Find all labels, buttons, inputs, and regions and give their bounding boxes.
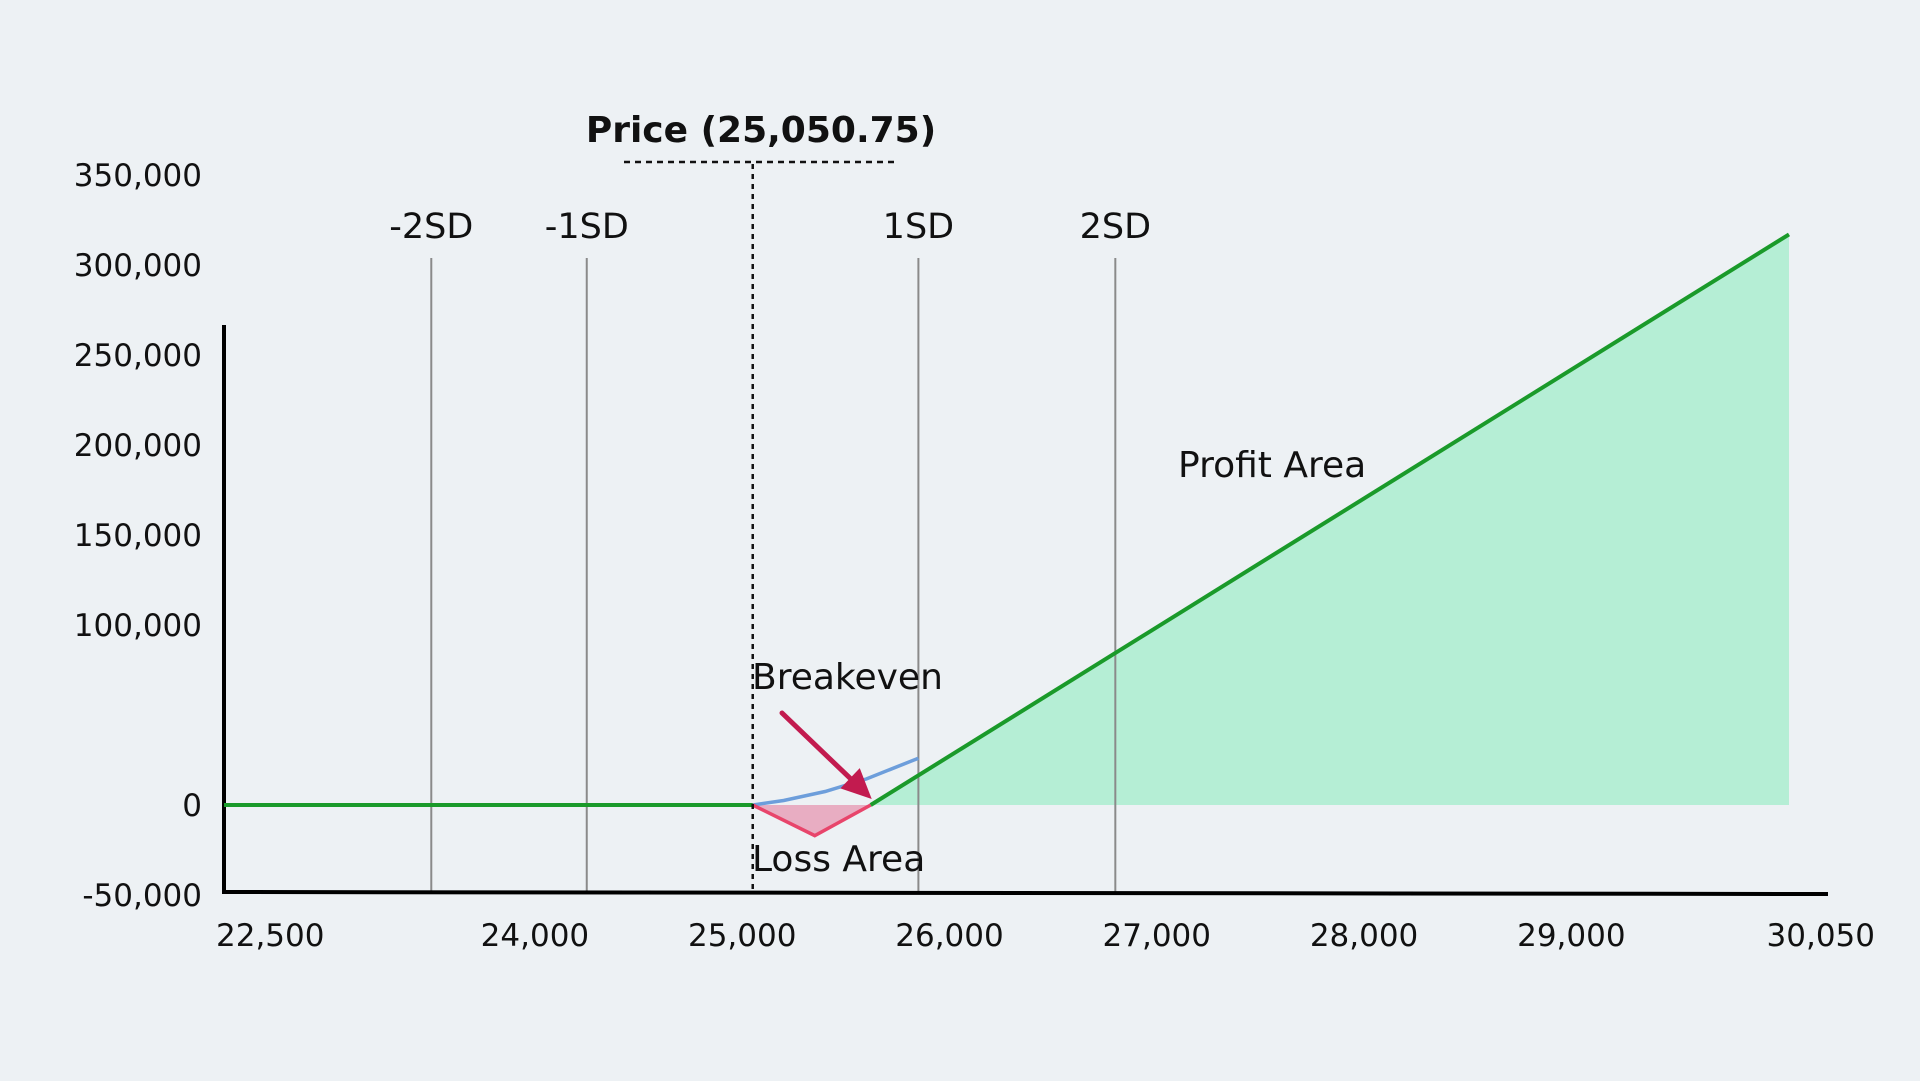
profit-area-label: Profit Area bbox=[1178, 445, 1366, 486]
x-tick-label: 27,000 bbox=[1103, 918, 1211, 954]
y-tick-label: 350,000 bbox=[74, 158, 202, 194]
x-tick-label: 25,000 bbox=[688, 918, 796, 954]
x-tick-label: 24,000 bbox=[481, 918, 589, 954]
breakeven-label: Breakeven bbox=[752, 657, 943, 698]
sd-label-2sd: 2SD bbox=[1080, 207, 1151, 247]
sd-label--2sd: -2SD bbox=[389, 207, 473, 247]
x-tick-label: 28,000 bbox=[1310, 918, 1418, 954]
loss-area-label: Loss Area bbox=[752, 839, 925, 880]
annotations: Breakeven Profit Area Loss Area bbox=[752, 445, 1366, 880]
sd-label-1sd: 1SD bbox=[883, 207, 954, 247]
x-tick-label: 26,000 bbox=[895, 918, 1003, 954]
breakeven-arrow-head bbox=[840, 768, 872, 799]
pre-expiry-curve bbox=[752, 756, 920, 807]
y-tick-label: 250,000 bbox=[74, 338, 202, 374]
breakeven-arrow-shaft bbox=[779, 710, 853, 781]
y-tick-label: 100,000 bbox=[74, 608, 202, 644]
y-tick-label: 300,000 bbox=[74, 248, 202, 284]
area-layer bbox=[752, 234, 1789, 836]
price-marker: Price (25,050.75) bbox=[586, 110, 936, 890]
payoff-rising-segment bbox=[869, 232, 1791, 807]
y-tick-label: 200,000 bbox=[74, 428, 202, 464]
tick-labels: 350,000 300,000 250,000 200,000 150,000 100,0… bbox=[74, 158, 1875, 954]
x-tick-label: 22,500 bbox=[216, 918, 324, 954]
y-tick-label: 0 bbox=[182, 788, 202, 824]
x-tick-label: 29,000 bbox=[1517, 918, 1625, 954]
sd-label--1sd: -1SD bbox=[545, 207, 629, 247]
x-tick-label: 30,050 bbox=[1767, 918, 1875, 954]
x-axis bbox=[221, 890, 1829, 896]
series-layer bbox=[224, 232, 1791, 838]
loss-area-outline bbox=[751, 803, 872, 838]
sd-lines: -2SD -1SD 1SD 2SD bbox=[389, 207, 1151, 892]
y-tick-label: -50,000 bbox=[82, 878, 202, 914]
price-label: Price (25,050.75) bbox=[586, 110, 936, 151]
y-tick-label: 150,000 bbox=[74, 518, 202, 554]
loss-area-fill bbox=[752, 805, 871, 836]
axes bbox=[221, 325, 1829, 896]
